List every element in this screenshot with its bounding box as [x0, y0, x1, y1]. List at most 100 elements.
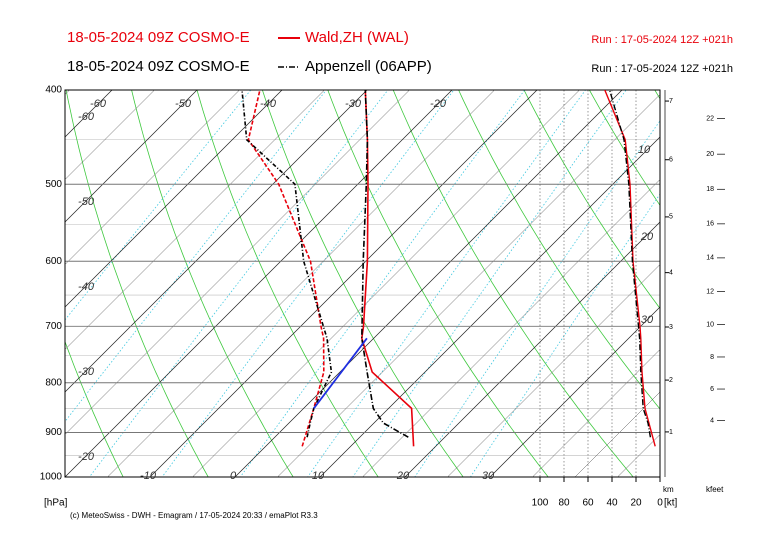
- y-tick-label: 1000: [40, 472, 63, 483]
- minor-isotherm: [65, 90, 198, 223]
- run-info: Run : 17-05-2024 12Z +021h: [591, 34, 733, 46]
- minor-isotherm: [489, 306, 660, 477]
- mixing-ratio-line: [414, 120, 660, 477]
- minor-isotherm: [192, 90, 580, 477]
- y-unit: [hPa]: [44, 498, 68, 509]
- dry-adiabat: [261, 90, 464, 477]
- y-tick-label: 600: [45, 256, 62, 267]
- isotherm-label: -40: [260, 98, 277, 110]
- wind-unit: [kt]: [664, 498, 678, 509]
- wind-speed-profile: [608, 90, 652, 438]
- km-tick-label: 6: [669, 157, 673, 164]
- km-tick-label: 3: [669, 324, 673, 331]
- wind-tick-label: 20: [630, 498, 642, 509]
- y-tick-label: 900: [45, 427, 62, 438]
- dry-adiabat: [131, 90, 294, 477]
- km-tick-label: 4: [669, 269, 673, 276]
- mixing-ratio-line: [239, 90, 526, 477]
- wind-tick-label: 100: [532, 498, 549, 509]
- kfeet-label: kfeet: [706, 485, 724, 494]
- x-tick-label: 10: [312, 470, 325, 482]
- minor-isotherm: [0, 90, 27, 477]
- station-legend: Appenzell (06APP): [305, 58, 432, 75]
- kfeet-tick-label: 16: [706, 221, 714, 228]
- y-tick-label: 500: [45, 179, 62, 190]
- isotherm: [404, 221, 660, 477]
- minor-isotherm: [532, 349, 660, 477]
- isotherm-label: -20: [78, 451, 95, 463]
- dry-adiabat: [65, 340, 124, 477]
- isotherm-label: -30: [78, 366, 95, 378]
- isotherm: [65, 90, 368, 393]
- plot-frame: [64, 89, 661, 478]
- isotherm: [65, 90, 453, 477]
- x-tick-label: -10: [140, 470, 157, 482]
- minor-isotherm: [65, 90, 240, 265]
- minor-isotherm: [277, 94, 660, 477]
- km-tick-label: 1: [669, 429, 673, 436]
- x-tick-label: 30: [482, 470, 495, 482]
- dry-adiabat: [327, 90, 549, 477]
- minor-isotherm: [65, 90, 155, 180]
- wind-tick-label: 0: [657, 498, 663, 509]
- kfeet-tick-label: 14: [706, 255, 714, 262]
- dry-adiabat: [588, 90, 660, 207]
- background-lines: [0, 79, 766, 497]
- isotherm: [65, 90, 283, 308]
- dewpoint-profile: [247, 90, 325, 447]
- isotherm: [319, 136, 660, 477]
- isotherm-label: -50: [175, 98, 192, 110]
- dry-adiabat: [0, 79, 48, 497]
- isotach-label: 10: [638, 144, 651, 156]
- wind-tick-label: 80: [558, 498, 570, 509]
- mixing-ratio-line: [65, 90, 252, 321]
- isotherm: [65, 90, 113, 138]
- minor-isotherm: [65, 90, 283, 308]
- dewpoint-profile: [241, 90, 333, 438]
- footer: (c) MeteoSwiss - DWH - Emagram / 17-05-2…: [70, 511, 318, 520]
- minor-isotherm: [574, 391, 660, 477]
- isotherm-label: -40: [78, 281, 95, 293]
- isotherm: [234, 90, 623, 477]
- y-tick-label: 400: [45, 85, 62, 96]
- kfeet-tick-label: 18: [706, 186, 714, 193]
- isotach-label: 30: [641, 314, 654, 326]
- dry-adiabat: [523, 90, 660, 310]
- run-info: Run : 17-05-2024 12Z +021h: [591, 63, 733, 75]
- isotherm-label: -60: [90, 98, 107, 110]
- kfeet-tick-label: 8: [710, 354, 714, 361]
- minor-isotherm: [362, 179, 660, 477]
- km-tick-label: 2: [669, 377, 673, 384]
- x-tick-label: 20: [396, 470, 410, 482]
- isotherm: [489, 306, 660, 477]
- model-title: 18-05-2024 09Z COSMO-E: [67, 58, 250, 75]
- isotherm: [65, 90, 198, 223]
- wind-tick-label: 40: [606, 498, 618, 509]
- isotherm-label: -30: [345, 98, 362, 110]
- minor-isotherm: [65, 90, 410, 435]
- mixing-ratio-line: [352, 90, 627, 477]
- minor-isotherm: [65, 90, 70, 95]
- y-tick-label: 800: [45, 377, 62, 388]
- model-title: 18-05-2024 09Z COSMO-E: [67, 29, 250, 46]
- values-profile: [313, 337, 368, 409]
- wind-speed-profile: [604, 90, 656, 447]
- isotherm-label: -60: [78, 111, 95, 123]
- wind-tick-label: 60: [582, 498, 594, 509]
- kfeet-tick-label: 4: [710, 417, 714, 424]
- minor-isotherm: [65, 90, 325, 350]
- isotach-label: 20: [640, 231, 654, 243]
- dry-adiabat: [713, 79, 766, 497]
- minor-isotherm: [447, 264, 660, 477]
- x-tick-label: 0: [230, 470, 237, 482]
- mixing-ratio-line: [469, 193, 660, 477]
- kfeet-tick-label: 6: [710, 386, 714, 393]
- minor-isotherm: [745, 90, 766, 477]
- kfeet-tick-label: 12: [706, 288, 714, 295]
- temperature-profile: [360, 90, 409, 438]
- kfeet-tick-label: 20: [706, 151, 714, 158]
- station-legend: Wald,ZH (WAL): [305, 29, 409, 46]
- km-label: km: [663, 485, 674, 494]
